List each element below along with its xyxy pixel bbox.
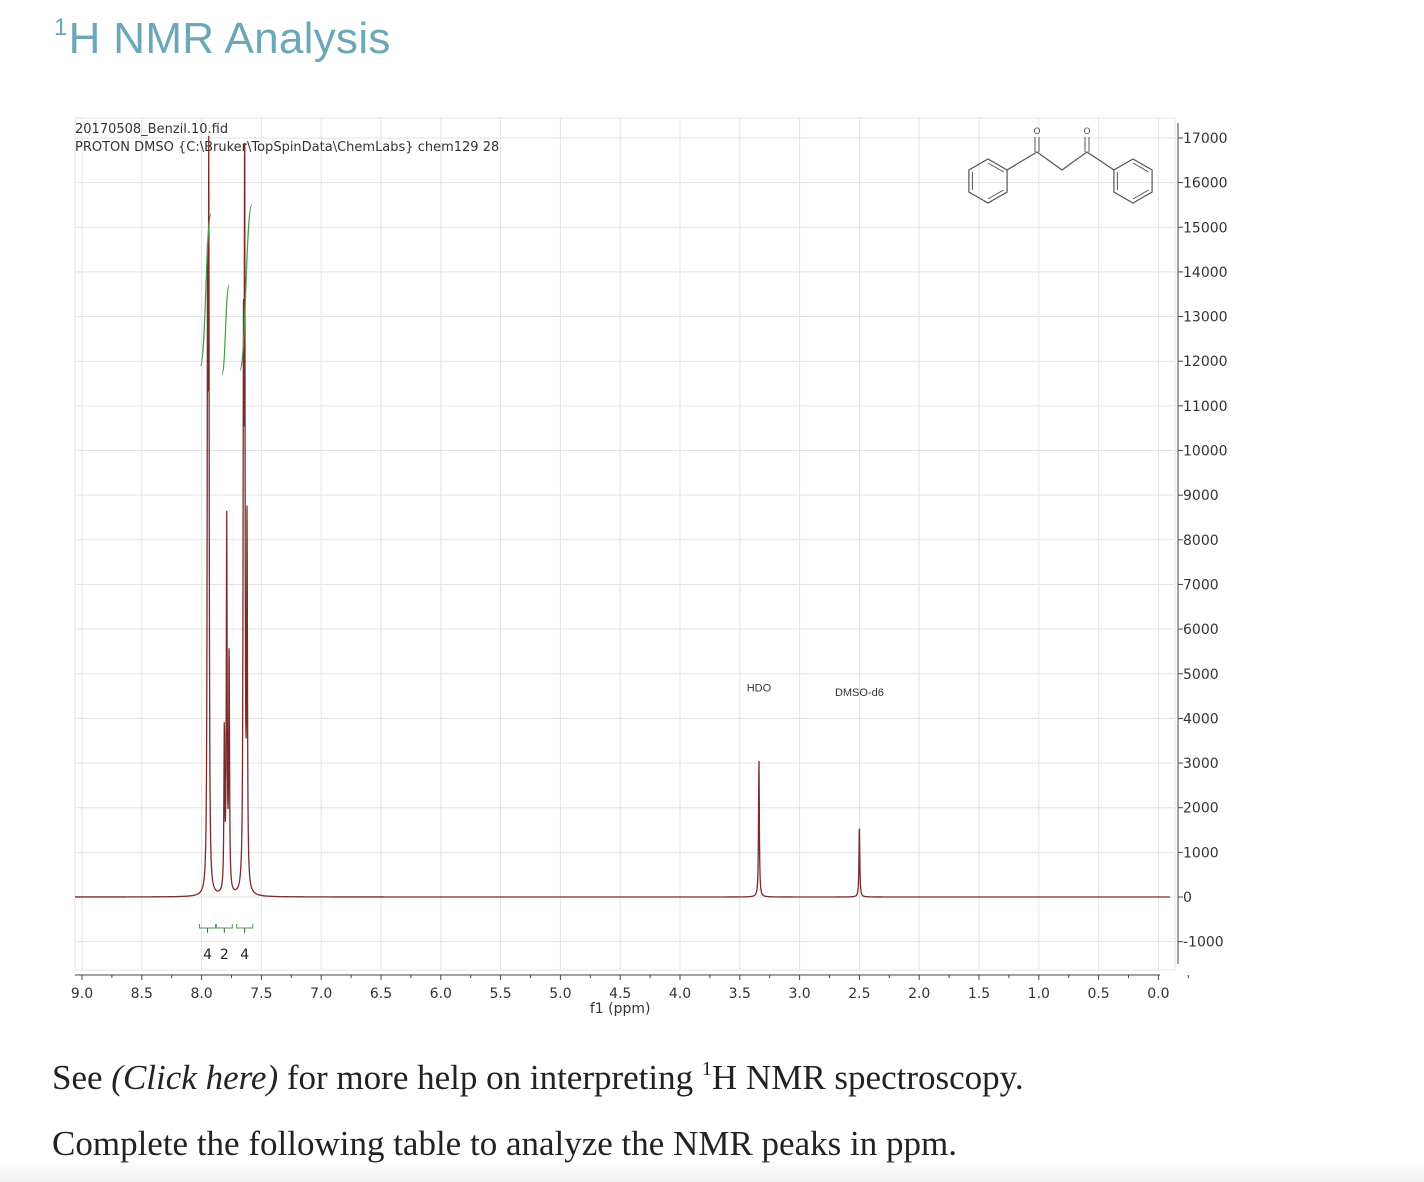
ring-double-bond bbox=[1132, 162, 1149, 173]
help-text-post: H NMR spectroscopy. bbox=[711, 1058, 1024, 1097]
y-tick-label: 8000 bbox=[1183, 533, 1219, 549]
x-axis-title: f1 (ppm) bbox=[590, 1001, 651, 1017]
x-tick-label: 6.5 bbox=[370, 986, 392, 1002]
y-tick-label: 11000 bbox=[1183, 399, 1228, 415]
x-tick-label: 8.0 bbox=[190, 986, 212, 1002]
spectrum-line bbox=[75, 135, 1170, 898]
y-tick-label: -1000 bbox=[1183, 935, 1224, 951]
y-tick-label: 2000 bbox=[1183, 801, 1219, 817]
x-tick-label: 9.0 bbox=[71, 986, 93, 1002]
x-tick-label: 8.5 bbox=[131, 986, 153, 1002]
y-tick-label: 0 bbox=[1183, 890, 1192, 906]
instructions-paragraph: Complete the following table to analyze … bbox=[52, 1124, 957, 1163]
x-tick-label: 7.5 bbox=[250, 986, 272, 1002]
peak-annotation: DMSO-d6 bbox=[835, 687, 884, 699]
plot-area bbox=[74, 117, 1176, 971]
integration-value: 4 bbox=[240, 947, 249, 963]
nmr-spectrum-chart: 20170508_Benzil.10.fid PROTON DMSO {C:\Br… bbox=[71, 117, 1228, 1017]
page-title: 1H NMR Analysis bbox=[54, 14, 391, 64]
y-tick-label: 6000 bbox=[1183, 622, 1219, 638]
y-tick-label: 14000 bbox=[1183, 265, 1228, 281]
bottom-fade bbox=[0, 1160, 1424, 1182]
ring-double-bond bbox=[1132, 189, 1149, 200]
y-tick-label: 5000 bbox=[1183, 667, 1219, 683]
x-tick-label: 5.0 bbox=[549, 986, 571, 1002]
y-tick-label: 7000 bbox=[1183, 577, 1219, 593]
x-tick-label: 4.5 bbox=[609, 986, 631, 1002]
y-tick-label: 16000 bbox=[1183, 176, 1228, 192]
integration-value: 2 bbox=[220, 947, 229, 963]
x-tick-label: 1.5 bbox=[968, 986, 990, 1002]
oxygen-label: O bbox=[1033, 127, 1040, 137]
spectrum-parameters: PROTON DMSO {C:\Bruker\TopSpinData\ChemL… bbox=[75, 140, 499, 155]
y-tick-label: 17000 bbox=[1183, 131, 1228, 147]
x-tick-label: 3.0 bbox=[788, 986, 810, 1002]
x-tick-label: 1.0 bbox=[1028, 986, 1050, 1002]
y-tick-label: 3000 bbox=[1183, 756, 1219, 772]
y-tick-label: 12000 bbox=[1183, 354, 1228, 370]
help-text-pre: See bbox=[52, 1058, 112, 1097]
x-tick-label: 3.5 bbox=[729, 986, 751, 1002]
y-tick-label: 10000 bbox=[1183, 444, 1228, 460]
y-tick-label: 9000 bbox=[1183, 488, 1219, 504]
spectrum-filename: 20170508_Benzil.10.fid bbox=[75, 122, 228, 137]
integration-value: 4 bbox=[203, 947, 212, 963]
x-tick-label: 2.5 bbox=[848, 986, 870, 1002]
peak-annotation: HDO bbox=[747, 683, 772, 695]
x-tick-label: 2.0 bbox=[908, 986, 930, 1002]
x-tick-label: 0.5 bbox=[1087, 986, 1109, 1002]
ring-double-bond bbox=[987, 189, 1004, 200]
title-superscript: 1 bbox=[54, 14, 68, 41]
x-tick-label: 0.0 bbox=[1147, 986, 1169, 1002]
y-tick-label: 1000 bbox=[1183, 845, 1219, 861]
x-tick-label: 4.0 bbox=[669, 986, 691, 1002]
x-tick-label: 6.0 bbox=[430, 986, 452, 1002]
help-superscript: 1 bbox=[701, 1058, 712, 1080]
ring-double-bond bbox=[987, 162, 1004, 173]
y-tick-label: 15000 bbox=[1183, 220, 1228, 236]
dicarbonyl-chain bbox=[1006, 151, 1115, 171]
help-paragraph: See (Click here) for more help on interp… bbox=[52, 1058, 1024, 1098]
x-tick-label: 7.0 bbox=[310, 986, 332, 1002]
help-text-mid: for more help on interpreting bbox=[278, 1058, 702, 1097]
oxygen-label: O bbox=[1083, 127, 1090, 137]
integration-curve bbox=[221, 284, 230, 376]
integration-curve bbox=[239, 204, 253, 371]
integration-curve bbox=[199, 213, 212, 367]
click-here-link[interactable]: (Click here) bbox=[111, 1058, 279, 1097]
y-tick-label: 13000 bbox=[1183, 310, 1228, 326]
y-tick-label: 4000 bbox=[1183, 711, 1219, 727]
x-tick-label: 5.5 bbox=[489, 986, 511, 1002]
title-text: H NMR Analysis bbox=[68, 14, 391, 63]
